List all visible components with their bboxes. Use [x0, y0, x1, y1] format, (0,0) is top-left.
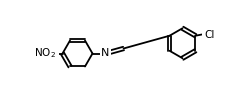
Text: Cl: Cl	[204, 30, 215, 39]
Text: N: N	[101, 48, 110, 59]
Text: NO$_2$: NO$_2$	[34, 47, 56, 60]
